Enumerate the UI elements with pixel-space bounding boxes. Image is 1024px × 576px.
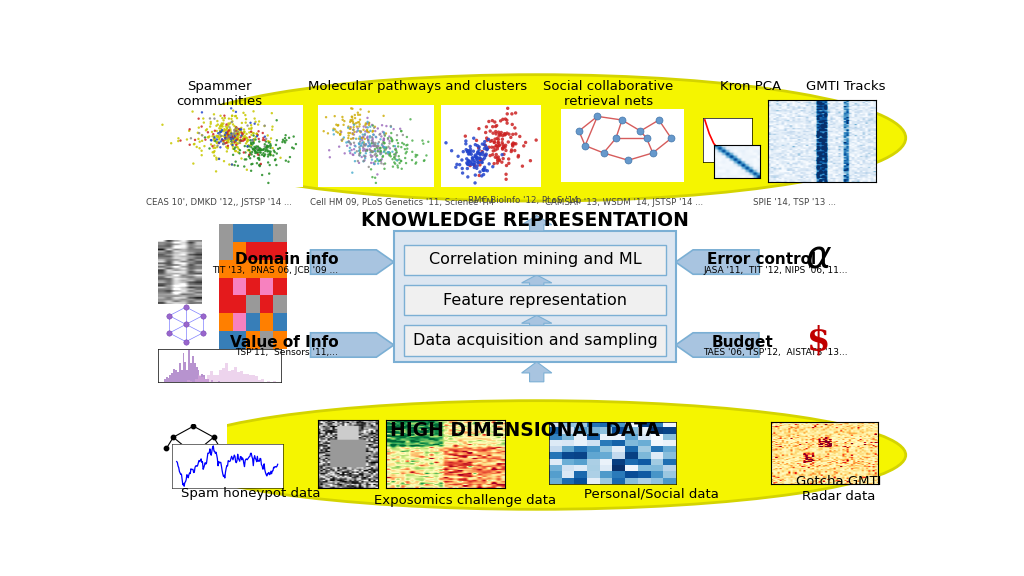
Text: JASA '11,  TIT '12, NIPS '06,'11...: JASA '11, TIT '12, NIPS '06,'11... [703, 266, 848, 275]
Text: Personal/Social data: Personal/Social data [585, 487, 719, 500]
Text: TIT '13,  PNAS 06, JCB '09 ...: TIT '13, PNAS 06, JCB '09 ... [212, 266, 338, 275]
Text: Domain info: Domain info [234, 252, 338, 267]
FancyArrow shape [521, 362, 552, 382]
Text: HIGH DIMENSIONAL DATA: HIGH DIMENSIONAL DATA [390, 421, 659, 440]
Text: Exposomics challenge data: Exposomics challenge data [374, 494, 556, 507]
Polygon shape [676, 250, 759, 274]
FancyArrow shape [521, 215, 552, 231]
Text: Social collaborative
retrieval nets: Social collaborative retrieval nets [543, 80, 673, 108]
FancyBboxPatch shape [394, 231, 676, 362]
Text: $: $ [807, 324, 830, 358]
FancyArrow shape [521, 275, 552, 288]
Text: Data acquisition and sampling: Data acquisition and sampling [413, 333, 657, 348]
Text: GMTI Tracks: GMTI Tracks [807, 80, 886, 93]
FancyBboxPatch shape [404, 325, 666, 355]
Text: TAES '06, TSP'12,  AISTATS '13...: TAES '06, TSP'12, AISTATS '13... [703, 348, 848, 358]
FancyBboxPatch shape [404, 245, 666, 275]
Text: Correlation mining and ML: Correlation mining and ML [429, 252, 641, 267]
Polygon shape [310, 333, 394, 357]
Text: Cell HM 09, PLoS Genetics '11, Science TM: Cell HM 09, PLoS Genetics '11, Science T… [310, 198, 494, 207]
Text: CEAS 10', DMKD '12,, JSTSP '14 ...: CEAS 10', DMKD '12,, JSTSP '14 ... [146, 198, 292, 207]
Text: SPIE '14, TSP '13 ...: SPIE '14, TSP '13 ... [753, 198, 837, 207]
Ellipse shape [168, 75, 906, 201]
Text: Molecular pathways and clusters: Molecular pathways and clusters [308, 80, 527, 93]
Text: Error control: Error control [708, 252, 816, 267]
Text: BMC BioInfo '12, PLoS '14,: BMC BioInfo '12, PLoS '14, [468, 195, 582, 204]
Text: Budget: Budget [712, 335, 773, 350]
Text: Value of Info: Value of Info [229, 335, 338, 350]
Text: α: α [806, 238, 831, 276]
Polygon shape [310, 250, 394, 274]
Text: Spam honeypot data: Spam honeypot data [181, 487, 321, 500]
Text: Gotcha GMTI
Radar data: Gotcha GMTI Radar data [796, 475, 881, 503]
Text: TSP'11,  Sensors '11,...: TSP'11, Sensors '11,... [236, 348, 338, 358]
Ellipse shape [168, 401, 906, 509]
Text: Spammer
communities: Spammer communities [176, 80, 262, 108]
Text: KNOWLEDGE REPRESENTATION: KNOWLEDGE REPRESENTATION [360, 211, 689, 230]
Text: Kron PCA: Kron PCA [721, 80, 781, 93]
Text: Feature representation: Feature representation [443, 293, 627, 308]
Text: CAMSAP '13, WSDM '14, JSTSP '14 ...: CAMSAP '13, WSDM '14, JSTSP '14 ... [545, 198, 703, 207]
Polygon shape [676, 333, 759, 357]
FancyArrow shape [521, 315, 552, 328]
FancyBboxPatch shape [404, 285, 666, 315]
